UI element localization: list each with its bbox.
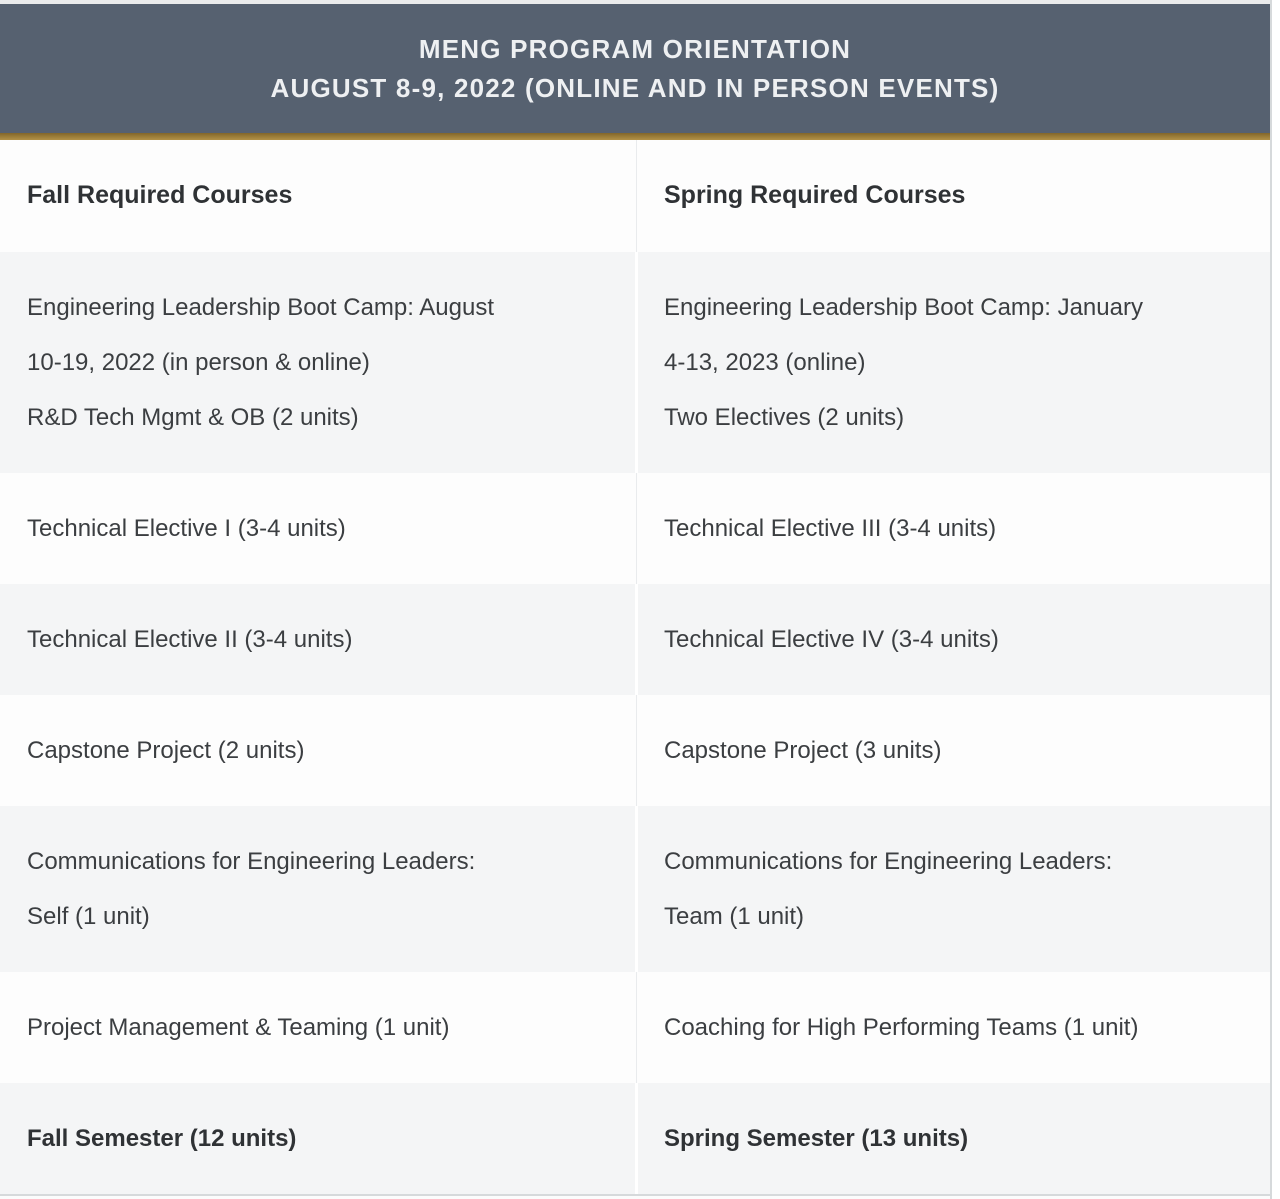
column-divider [635, 806, 638, 972]
cell-spring-technical-elective-3: Technical Elective III (3-4 units) [638, 473, 1272, 584]
column-divider [635, 140, 638, 252]
table-bottom-border [0, 1194, 1270, 1196]
course-text: Technical Elective I (3-4 units) [27, 515, 346, 542]
cell-fall-capstone: Capstone Project (2 units) [0, 695, 635, 806]
cell-fall-communications: Communications for Engineering Leaders: … [0, 806, 635, 972]
course-text: 4-13, 2023 (online) [664, 349, 866, 376]
column-divider [635, 972, 638, 1083]
cell-fall-boot-camp: Engineering Leadership Boot Camp: August… [0, 252, 635, 473]
column-divider [635, 473, 638, 584]
table-header-row: Fall Required Courses Spring Required Co… [0, 140, 1270, 252]
course-text: Technical Elective II (3-4 units) [27, 626, 353, 653]
table-row-semester-totals: Fall Semester (12 units) Spring Semester… [0, 1083, 1270, 1194]
course-text: R&D Tech Mgmt & OB (2 units) [27, 404, 359, 431]
column-divider [635, 695, 638, 806]
course-text: 10-19, 2022 (in person & online) [27, 349, 370, 376]
column-header-spring: Spring Required Courses [664, 181, 966, 209]
course-text: Fall Semester (12 units) [27, 1125, 297, 1152]
table-row-technical-elective-2: Technical Elective II (3-4 units) Techni… [0, 584, 1270, 695]
course-text: Engineering Leadership Boot Camp: Januar… [664, 294, 1143, 321]
column-divider [635, 252, 638, 473]
top-strip [0, 0, 1270, 4]
course-text: Self (1 unit) [27, 903, 150, 930]
cell-fall-technical-elective-1: Technical Elective I (3-4 units) [0, 473, 635, 584]
cell-fall-project-management: Project Management & Teaming (1 unit) [0, 972, 635, 1083]
table-row-boot-camp: Engineering Leadership Boot Camp: August… [0, 252, 1270, 473]
table-row-project-management: Project Management & Teaming (1 unit) Co… [0, 972, 1270, 1083]
banner-title-line1: MENG PROGRAM ORIENTATION [418, 33, 852, 64]
course-text: Project Management & Teaming (1 unit) [27, 1014, 450, 1041]
course-text: Technical Elective IV (3-4 units) [664, 626, 999, 653]
course-text: Communications for Engineering Leaders: [664, 848, 1113, 875]
course-text: Coaching for High Performing Teams (1 un… [664, 1014, 1139, 1041]
course-text: Team (1 unit) [664, 903, 805, 930]
table-row-communications: Communications for Engineering Leaders: … [0, 806, 1270, 972]
column-divider [635, 584, 638, 695]
cell-spring-boot-camp: Engineering Leadership Boot Camp: Januar… [638, 252, 1272, 473]
banner: MENG PROGRAM ORIENTATION AUGUST 8-9, 202… [0, 4, 1270, 133]
table-row-technical-elective-1: Technical Elective I (3-4 units) Technic… [0, 473, 1270, 584]
gold-accent-bar [0, 133, 1270, 140]
cell-spring-communications: Communications for Engineering Leaders: … [638, 806, 1272, 972]
course-text: Spring Semester (13 units) [664, 1125, 969, 1152]
banner-title-line2: AUGUST 8-9, 2022 (ONLINE AND IN PERSON E… [270, 72, 1000, 103]
column-divider [635, 1083, 638, 1194]
cell-fall-technical-elective-2: Technical Elective II (3-4 units) [0, 584, 635, 695]
column-header-fall: Fall Required Courses [27, 181, 293, 209]
course-text: Capstone Project (2 units) [27, 737, 305, 764]
cell-fall-semester-total: Fall Semester (12 units) [0, 1083, 635, 1194]
course-text: Engineering Leadership Boot Camp: August [27, 294, 494, 321]
course-table: Fall Required Courses Spring Required Co… [0, 140, 1270, 1194]
course-text: Communications for Engineering Leaders: [27, 848, 476, 875]
cell-spring-semester-total: Spring Semester (13 units) [638, 1083, 1272, 1194]
cell-spring-technical-elective-4: Technical Elective IV (3-4 units) [638, 584, 1272, 695]
cell-spring-capstone: Capstone Project (3 units) [638, 695, 1272, 806]
cell-spring-coaching: Coaching for High Performing Teams (1 un… [638, 972, 1272, 1083]
table-row-capstone: Capstone Project (2 units) Capstone Proj… [0, 695, 1270, 806]
course-text: Capstone Project (3 units) [664, 737, 942, 764]
course-text: Technical Elective III (3-4 units) [664, 515, 997, 542]
course-text: Two Electives (2 units) [664, 404, 905, 431]
